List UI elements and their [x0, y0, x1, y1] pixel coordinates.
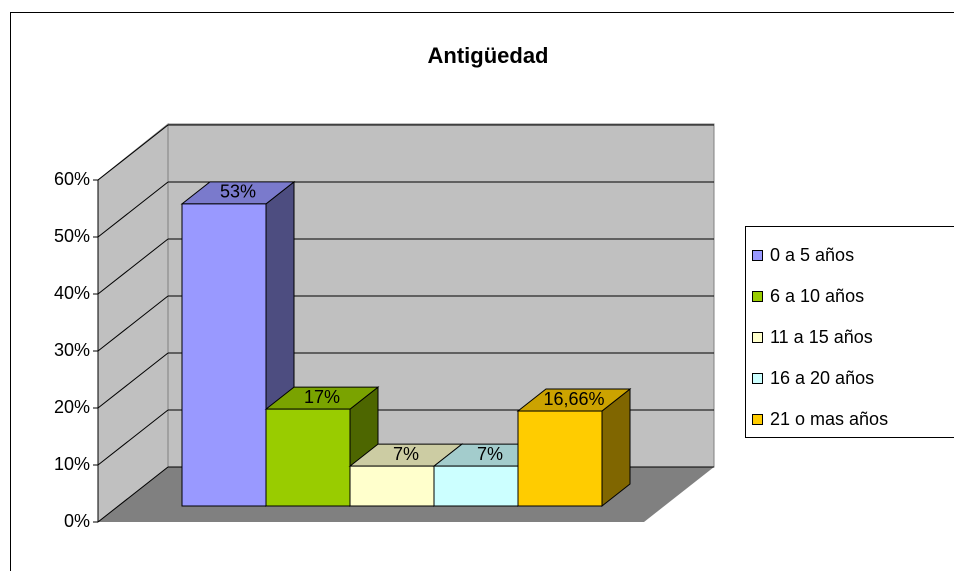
bar — [349, 465, 435, 507]
legend-swatch — [752, 250, 763, 261]
legend-label: 16 a 20 años — [770, 368, 874, 388]
bar — [517, 410, 603, 507]
y-tick-label: 60% — [54, 169, 90, 189]
grid-line — [97, 352, 169, 409]
data-label: 16,66% — [543, 389, 604, 409]
data-label: 7% — [477, 444, 503, 464]
grid-line — [97, 409, 169, 466]
y-tick-label: 40% — [54, 283, 90, 303]
grid-line — [97, 181, 169, 238]
legend-swatch — [752, 332, 763, 343]
grid-line — [97, 295, 169, 352]
y-tick-label: 30% — [54, 340, 90, 360]
y-tick-label: 20% — [54, 397, 90, 417]
grid-line — [97, 238, 169, 295]
bar — [181, 203, 267, 507]
bar — [433, 465, 519, 507]
legend-label: 11 a 15 años — [770, 327, 873, 347]
data-label: 7% — [393, 444, 419, 464]
legend-label: 6 a 10 años — [770, 286, 864, 306]
legend-swatch — [752, 373, 763, 384]
legend-label: 0 a 5 años — [770, 245, 854, 265]
legend-swatch — [752, 414, 763, 425]
chart-title: Antigüedad — [428, 43, 549, 68]
data-label: 17% — [304, 387, 340, 407]
legend — [745, 226, 954, 438]
legend-label: 21 o mas años — [770, 409, 888, 429]
bar — [265, 408, 351, 507]
y-tick-label: 50% — [54, 226, 90, 246]
legend-swatch — [752, 291, 763, 302]
y-tick-label: 10% — [54, 454, 90, 474]
grid-line — [97, 466, 169, 523]
grid-line — [97, 124, 169, 181]
y-tick-label: 0% — [64, 511, 90, 531]
data-label: 53% — [220, 182, 256, 202]
